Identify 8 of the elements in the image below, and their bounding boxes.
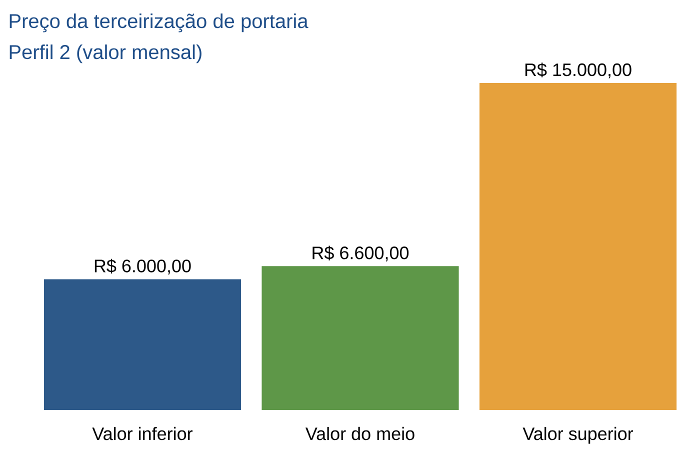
chart-subtitle: Perfil 2 (valor mensal) [10,44,202,64]
data-label: R$ 6.000,00 [94,258,191,274]
x-tick-label: Valor superior [522,426,634,444]
chart-title: Preço da terceirização de portaria [10,14,308,32]
data-label: R$ 15.000,00 [525,62,632,78]
x-tick-label: Valor inferior [92,426,193,440]
x-tick-label: Valor do meio [305,426,414,440]
data-label: R$ 6.600,00 [312,246,409,262]
